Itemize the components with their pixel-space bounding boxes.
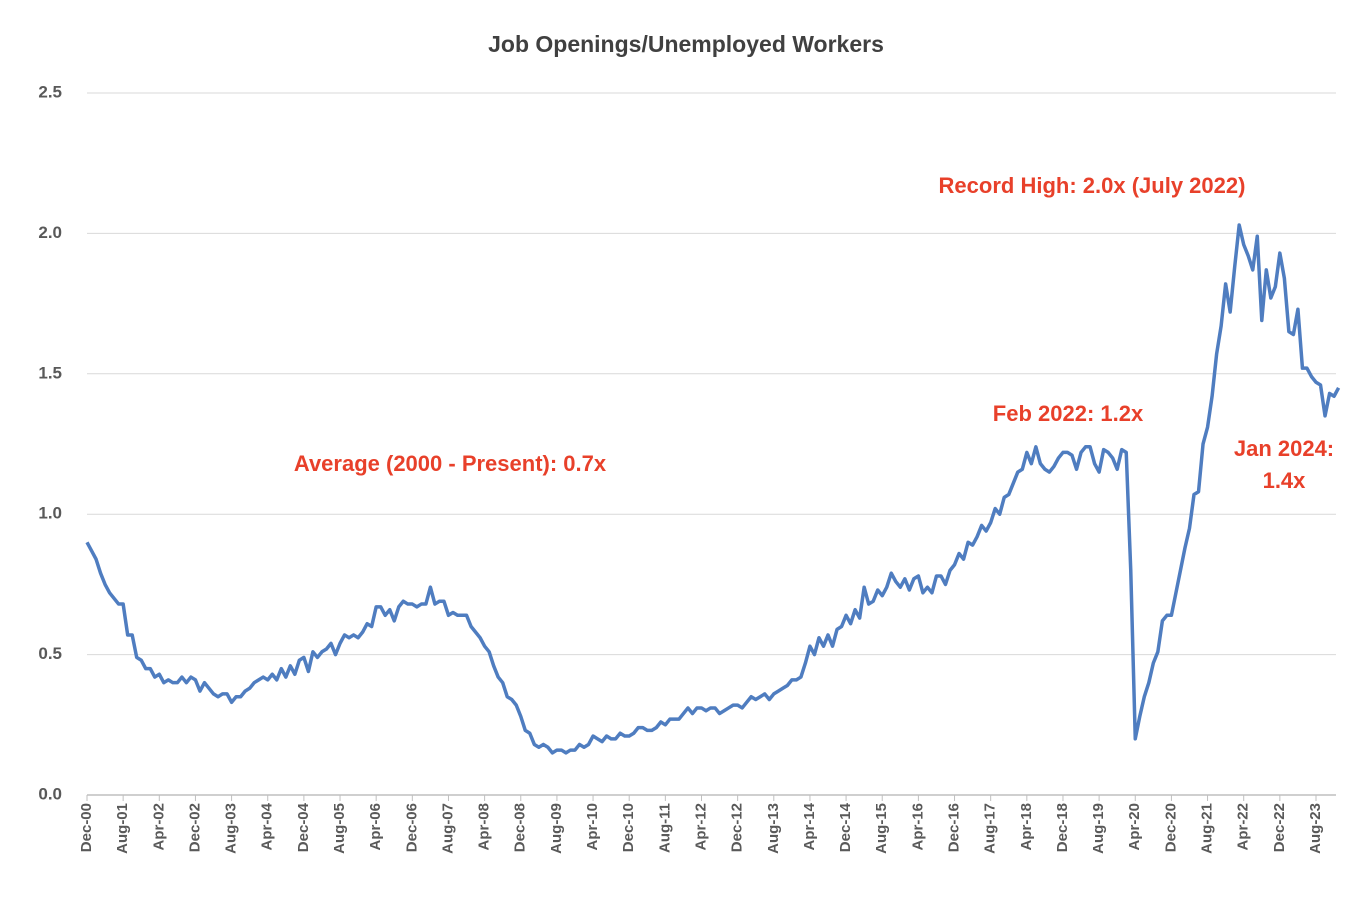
x-tick-label: Aug-01 [114, 803, 131, 854]
x-tick-label: Apr-10 [584, 803, 601, 851]
x-tick-label: Aug-15 [873, 803, 890, 854]
x-tick-label: Dec-14 [837, 802, 854, 852]
x-tick-label: Dec-00 [78, 803, 95, 852]
x-tick-label: Dec-10 [620, 803, 637, 852]
y-tick-label: 2.0 [38, 223, 62, 242]
annotation: Jan 2024: [1234, 436, 1334, 461]
x-tick-label: Aug-09 [548, 803, 565, 854]
x-tick-label: Aug-07 [439, 803, 456, 854]
data-line [85, 223, 1341, 755]
annotation: Record High: 2.0x (July 2022) [939, 173, 1246, 198]
annotation: 1.4x [1263, 468, 1307, 493]
x-tick-label: Dec-18 [1054, 803, 1071, 852]
y-tick-label: 0.0 [38, 784, 62, 803]
annotation: Average (2000 - Present): 0.7x [294, 451, 607, 476]
y-tick-label: 1.5 [38, 363, 62, 382]
x-tick-label: Apr-18 [1018, 803, 1035, 851]
x-tick-label: Aug-03 [223, 803, 240, 854]
x-tick-label: Aug-17 [982, 803, 999, 854]
chart-title: Job Openings/Unemployed Workers [488, 31, 884, 57]
x-tick-label: Aug-13 [765, 803, 782, 854]
x-tick-label: Aug-05 [331, 803, 348, 854]
x-tick-label: Dec-22 [1271, 803, 1288, 852]
x-tick-label: Apr-22 [1235, 803, 1252, 851]
x-tick-label: Aug-21 [1199, 803, 1216, 854]
x-tick-label: Aug-11 [656, 803, 673, 853]
x-tick-label: Apr-06 [367, 803, 384, 851]
x-tick-label: Apr-08 [476, 803, 493, 851]
x-tick-label: Dec-04 [295, 802, 312, 852]
y-tick-label: 1.0 [38, 504, 62, 523]
x-tick-label: Dec-12 [729, 803, 746, 852]
x-tick-label: Apr-16 [909, 803, 926, 851]
x-tick-label: Dec-02 [186, 803, 203, 852]
x-tick-label: Dec-20 [1162, 803, 1179, 852]
x-tick-label: Apr-20 [1126, 803, 1143, 851]
y-tick-label: 2.5 [38, 82, 62, 101]
x-tick-label: Aug-23 [1307, 803, 1324, 854]
x-tick-label: Apr-12 [692, 803, 709, 851]
x-tick-label: Apr-02 [150, 803, 167, 851]
x-tick-label: Aug-19 [1090, 803, 1107, 854]
x-tick-label: Dec-06 [403, 803, 420, 852]
y-tick-label: 0.5 [38, 644, 62, 663]
annotation: Feb 2022: 1.2x [993, 401, 1144, 426]
x-tick-label: Apr-04 [259, 802, 276, 850]
x-tick-label: Apr-14 [801, 802, 818, 850]
x-tick-label: Dec-16 [945, 803, 962, 852]
x-tick-label: Dec-08 [512, 803, 529, 852]
